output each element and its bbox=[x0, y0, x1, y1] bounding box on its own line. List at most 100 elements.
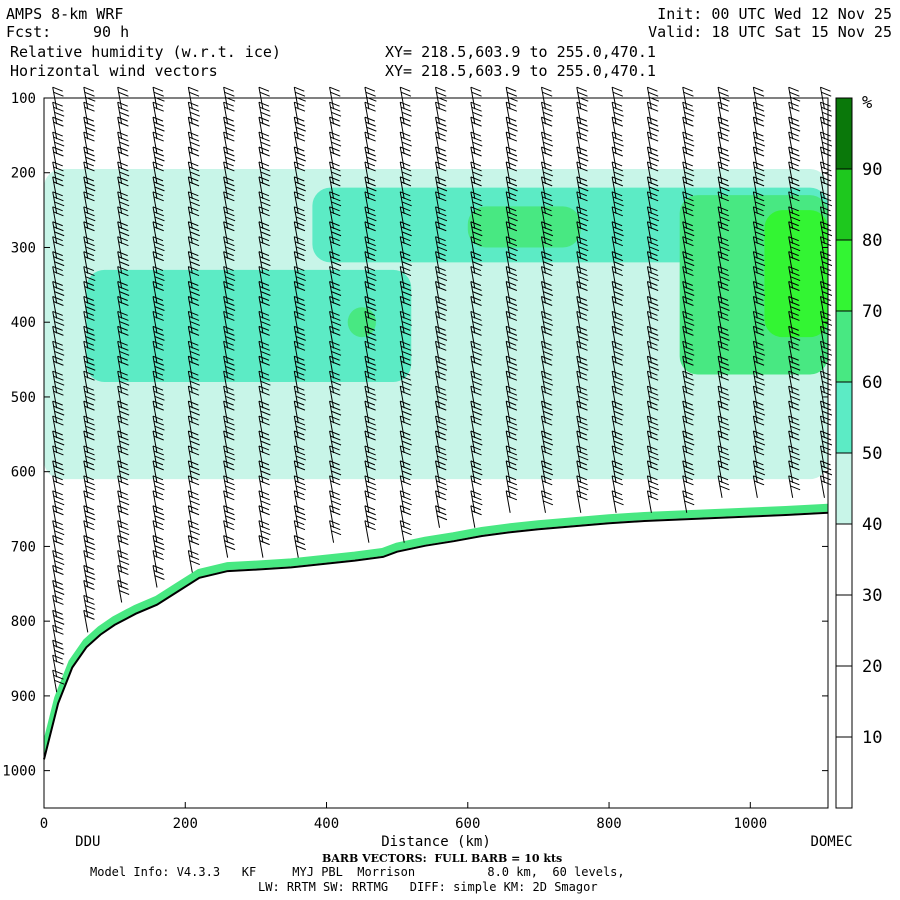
barb-flag bbox=[294, 390, 306, 396]
barb-flag bbox=[188, 131, 199, 137]
barb-flag bbox=[53, 136, 64, 142]
barb-flag bbox=[753, 430, 764, 436]
barb-flag bbox=[820, 400, 831, 406]
barb-flag bbox=[505, 475, 517, 481]
barb-flag bbox=[470, 161, 482, 167]
barb-flag bbox=[789, 241, 800, 247]
barb-flag bbox=[578, 395, 589, 401]
barb-flag bbox=[364, 131, 376, 137]
barb-flag bbox=[152, 550, 164, 556]
barb-staff bbox=[223, 490, 229, 513]
barb-staff bbox=[187, 176, 193, 199]
barb-staff bbox=[752, 161, 758, 185]
barb-flag bbox=[683, 226, 694, 232]
barb-flag bbox=[788, 475, 799, 481]
barb-staff bbox=[576, 251, 582, 274]
barb-flag bbox=[294, 256, 306, 262]
barb-flag bbox=[53, 320, 65, 326]
barb-flag bbox=[753, 106, 765, 112]
barb-flag bbox=[259, 480, 270, 486]
barb-flag bbox=[188, 176, 199, 182]
barb-flag bbox=[400, 495, 412, 501]
barb-flag bbox=[647, 475, 658, 481]
barb-flag bbox=[294, 161, 305, 167]
barb-flag bbox=[542, 291, 554, 296]
barb-staff bbox=[399, 371, 405, 394]
barb-staff bbox=[788, 460, 794, 483]
barb-flag bbox=[470, 281, 482, 286]
barb-staff bbox=[187, 401, 193, 424]
barb-flag bbox=[541, 116, 552, 122]
barb-flag bbox=[753, 161, 764, 167]
barb-flag bbox=[53, 555, 64, 561]
barb-staff bbox=[187, 386, 193, 409]
barb-flag bbox=[364, 505, 376, 511]
barb-flag bbox=[117, 310, 128, 316]
barb-staff bbox=[505, 415, 511, 439]
barb-flag bbox=[188, 525, 200, 531]
barb-flag bbox=[472, 470, 483, 476]
barb-flag bbox=[118, 530, 130, 536]
barb-flag bbox=[577, 315, 588, 321]
barb-flag bbox=[400, 136, 412, 142]
barb-flag bbox=[577, 211, 588, 217]
barb-flag bbox=[53, 151, 64, 157]
barb-flag bbox=[471, 106, 482, 112]
barb-staff bbox=[540, 102, 546, 125]
barb-staff bbox=[152, 221, 158, 244]
barb-flag bbox=[188, 256, 200, 262]
barb-flag bbox=[364, 415, 376, 421]
barb-staff bbox=[52, 131, 58, 155]
barb-staff bbox=[52, 505, 58, 528]
barb-flag bbox=[153, 151, 164, 157]
barb-flag bbox=[84, 151, 95, 157]
barb-staff bbox=[611, 236, 617, 259]
barb-flag bbox=[52, 161, 63, 167]
barb-staff bbox=[399, 475, 405, 498]
barb-staff bbox=[117, 221, 123, 244]
barb-staff bbox=[788, 236, 794, 259]
barb-flag bbox=[682, 385, 693, 391]
barb-staff bbox=[117, 580, 123, 603]
barb-flag bbox=[471, 420, 482, 426]
barb-flag bbox=[224, 91, 235, 97]
barb-flag bbox=[471, 390, 482, 396]
barb-flag bbox=[683, 450, 694, 456]
barb-flag bbox=[400, 131, 411, 137]
barb-staff bbox=[52, 640, 58, 663]
barb-flag bbox=[224, 226, 235, 232]
barb-staff bbox=[682, 356, 688, 379]
barb-flag bbox=[189, 380, 200, 386]
barb-staff bbox=[505, 221, 511, 244]
barb-flag bbox=[188, 315, 200, 321]
barb-flag bbox=[683, 390, 694, 396]
barb-flag bbox=[330, 111, 342, 117]
barb-staff bbox=[819, 475, 825, 498]
barb-flag bbox=[83, 490, 94, 496]
barb-flag bbox=[682, 206, 693, 212]
barb-flag bbox=[364, 86, 376, 92]
barb-flag bbox=[52, 430, 63, 436]
barb-staff bbox=[505, 460, 511, 483]
barb-staff bbox=[223, 102, 229, 125]
barb-flag bbox=[365, 91, 376, 97]
barb-staff bbox=[646, 117, 652, 140]
barb-flag bbox=[647, 101, 658, 107]
barb-flag bbox=[436, 196, 447, 202]
barb-flag bbox=[682, 131, 693, 137]
barb-flag bbox=[683, 360, 694, 366]
barb-flag bbox=[400, 166, 412, 172]
barb-staff bbox=[470, 356, 476, 379]
barb-flag bbox=[118, 480, 129, 486]
barb-flag bbox=[224, 121, 235, 127]
barb-flag bbox=[578, 126, 589, 132]
barb-flag bbox=[53, 679, 65, 685]
barb-flag bbox=[647, 315, 659, 321]
barb-flag bbox=[753, 241, 765, 247]
barb-flag bbox=[821, 405, 832, 411]
barb-flag bbox=[788, 400, 799, 406]
barb-staff bbox=[752, 206, 758, 229]
barb-staff bbox=[788, 445, 794, 469]
barb-staff bbox=[540, 176, 546, 199]
barb-flag bbox=[542, 380, 554, 386]
